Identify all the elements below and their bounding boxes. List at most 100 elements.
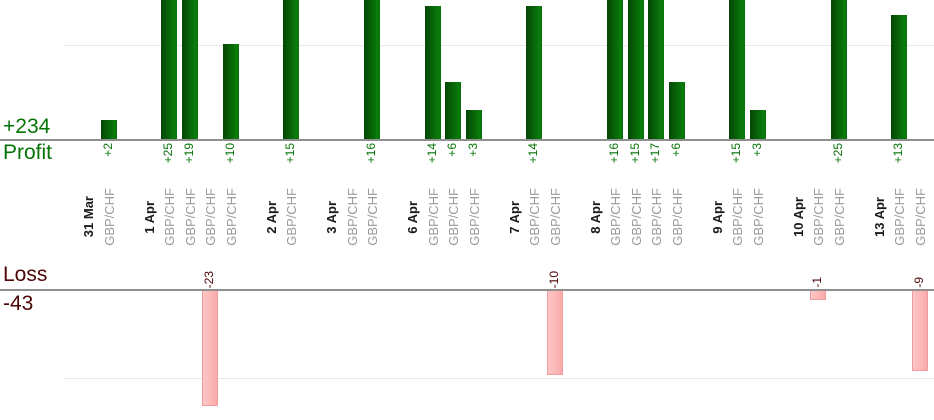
symbol-label: GBP/CHF	[466, 188, 482, 246]
profit-bar	[181, 0, 198, 139]
symbol-label: GBP/CHF	[101, 188, 117, 246]
symbol-label: GBP/CHF	[750, 188, 766, 246]
profit-value-label: +15	[627, 143, 642, 164]
profit-value-label-col: +3	[464, 143, 482, 157]
symbol-label: GBP/CHF	[223, 188, 239, 246]
profit-value-label: +14	[526, 143, 540, 164]
symbol-label: GBP/CHF	[446, 188, 461, 246]
profit-value-label: +15	[283, 143, 297, 164]
symbol-label-col: GBP/CHF	[200, 182, 221, 252]
date-label-col: 6 Apr	[402, 182, 423, 252]
symbol-label: GBP/CHF	[669, 188, 685, 246]
symbol-label: GBP/CHF	[892, 188, 907, 246]
profit-value-label-col: +10	[221, 143, 239, 163]
profit-bar	[445, 82, 461, 139]
date-label-col: 13 Apr	[869, 182, 890, 252]
profit-bar	[222, 44, 239, 139]
profit-value-label-col: +13	[889, 143, 907, 163]
date-label-col: 9 Apr	[707, 182, 728, 252]
date-label: 13 Apr	[871, 197, 887, 237]
profit-value-label-col: +6	[667, 143, 685, 157]
profit-value-label: +13	[891, 143, 905, 164]
date-label-col: 10 Apr	[788, 182, 809, 252]
symbol-label: GBP/CHF	[425, 188, 441, 246]
profit-value-label: +16	[364, 143, 378, 164]
loss-value-label: -9	[911, 277, 926, 288]
symbol-label-col: GBP/CHF	[545, 182, 566, 252]
profit-value-label: +2	[100, 143, 115, 157]
symbol-label-col: GBP/CHF	[727, 182, 748, 252]
loss-bar	[546, 291, 563, 375]
symbol-label: GBP/CHF	[527, 188, 542, 246]
symbol-label: GBP/CHF	[365, 188, 380, 246]
profit-value-label: +6	[445, 143, 459, 157]
symbol-label: GBP/CHF	[162, 188, 177, 246]
symbol-label-col: GBP/CHF	[221, 182, 242, 252]
profit-gridline	[63, 45, 934, 46]
symbol-label-col: GBP/CHF	[667, 182, 688, 252]
symbol-label-col: GBP/CHF	[524, 182, 545, 252]
loss-value-label: -23	[202, 270, 216, 288]
symbol-label: GBP/CHF	[547, 188, 563, 246]
profit-value-label: +6	[668, 143, 683, 157]
symbol-label-col: GBP/CHF	[159, 182, 180, 252]
profit-value-label-col: +6	[443, 143, 461, 157]
symbol-label-col: GBP/CHF	[443, 182, 464, 252]
loss-axis-line	[0, 289, 934, 291]
profit-value-label-col: +3	[748, 143, 766, 157]
profit-value-label-col: +14	[524, 143, 542, 163]
loss-bar	[810, 291, 826, 300]
symbol-label-col: GBP/CHF	[646, 182, 667, 252]
profit-value-label-col: +25	[159, 143, 177, 163]
symbol-label-col: GBP/CHF	[605, 182, 626, 252]
loss-value-label-col: -9	[910, 246, 928, 288]
profit-plot	[0, 0, 934, 139]
profit-bar	[648, 0, 664, 139]
profit-value-label-col: +15	[281, 143, 299, 163]
profit-bar	[526, 6, 542, 139]
loss-value-label: -10	[546, 270, 561, 288]
profit-bar	[729, 0, 745, 139]
profit-value-label-col: +17	[646, 143, 664, 163]
symbol-label-col: GBP/CHF	[626, 182, 647, 252]
symbol-label-col: GBP/CHF	[808, 182, 829, 252]
date-label: 3 Apr	[324, 200, 339, 234]
profit-value-label-col: +15	[626, 143, 644, 163]
profit-value-label-col: +19	[180, 143, 198, 163]
symbol-label: GBP/CHF	[608, 188, 623, 246]
date-label: 31 Mar	[81, 196, 96, 238]
date-label: 6 Apr	[405, 200, 420, 234]
symbol-label-col: GBP/CHF	[362, 182, 383, 252]
profit-value-label: +25	[830, 143, 845, 164]
date-label: 1 Apr	[141, 200, 157, 234]
profit-axis-label: Profit	[3, 141, 53, 164]
profit-value-label: +19	[181, 143, 196, 164]
profit-value-label-col: +25	[829, 143, 847, 163]
symbol-label-col: GBP/CHF	[99, 182, 120, 252]
profit-value-label-col: +16	[362, 143, 380, 163]
profit-value-label: +17	[648, 143, 662, 164]
symbol-label: GBP/CHF	[628, 188, 644, 246]
loss-gridline	[63, 378, 934, 379]
date-label-col: 2 Apr	[261, 182, 282, 252]
profit-bar	[100, 120, 117, 139]
profit-bar	[465, 110, 482, 139]
loss-bar	[202, 291, 218, 406]
symbol-label: GBP/CHF	[284, 188, 299, 246]
profit-value-label-col: +16	[605, 143, 623, 163]
profit-bar	[668, 82, 685, 139]
profit-bar	[749, 110, 766, 139]
loss-plot	[0, 291, 934, 420]
profit-value-label: +10	[222, 143, 237, 164]
symbol-label: GBP/CHF	[811, 188, 826, 246]
profit-value-label: +14	[424, 143, 439, 164]
symbol-label-col: GBP/CHF	[829, 182, 850, 252]
profit-bar	[891, 15, 907, 139]
symbol-label: GBP/CHF	[203, 188, 218, 246]
date-label-col: 8 Apr	[585, 182, 606, 252]
date-label-col: 7 Apr	[504, 182, 525, 252]
profit-bar	[424, 6, 441, 139]
profit-value-label-col: +15	[727, 143, 745, 163]
profit-value-label-col: +14	[423, 143, 441, 163]
